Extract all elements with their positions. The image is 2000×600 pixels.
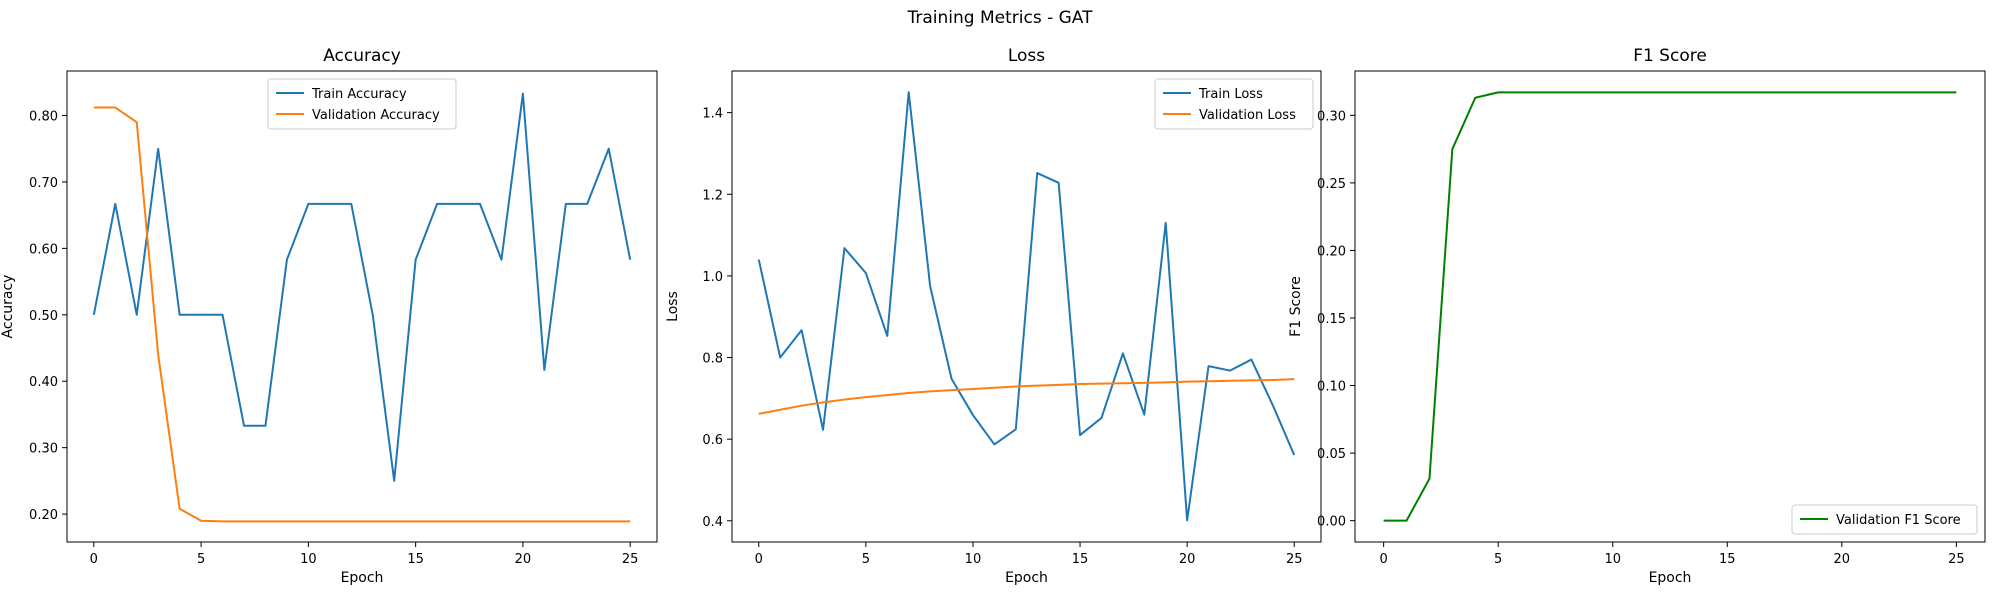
y-tick-label: 1.2	[702, 188, 723, 203]
legend-box	[1791, 504, 1978, 535]
y-tick-label: 0.20	[1317, 244, 1346, 259]
x-tick-label: 10	[1604, 552, 1621, 567]
validation-accuracy-line	[93, 106, 631, 523]
y-tick-label: 0.15	[1317, 312, 1346, 327]
legend: Validation F1 Score	[1791, 504, 1978, 535]
x-tick-label: 10	[965, 552, 982, 567]
plot-frame	[66, 70, 658, 543]
legend: Train Loss Validation Loss	[1154, 78, 1314, 130]
subplot-1: Accuracy 0 5 10 15 20 25 0.20 0.30 0.40 0.50 0.60 0.…	[0, 46, 658, 586]
y-tick-label: 0.05	[1317, 447, 1346, 462]
legend: Train Accuracy Validation Accuracy	[267, 78, 457, 130]
y-tick-label: 0.10	[1317, 380, 1346, 395]
x-axis-label: Epoch	[341, 570, 384, 586]
y-tick-label: 0.25	[1317, 177, 1346, 192]
x-tick-label: 20	[1179, 552, 1196, 567]
y-tick-label: 0.70	[29, 176, 58, 191]
y-tick-label: 0.4	[702, 515, 723, 530]
y-tick-label: 0.20	[29, 508, 58, 523]
legend-label: Validation F1 Score	[1836, 513, 1961, 528]
subplot-title: F1 Score	[1633, 46, 1707, 66]
x-tick-label: 15	[407, 552, 424, 567]
y-tick-label: 0.8	[702, 352, 723, 367]
legend-label: Train Loss	[1198, 87, 1263, 102]
subplot-title: Accuracy	[323, 46, 401, 66]
x-tick-label: 15	[1072, 552, 1089, 567]
x-tick-label: 5	[1494, 552, 1502, 567]
y-tick-label: 0.00	[1317, 515, 1346, 530]
train-accuracy-line	[92, 92, 632, 482]
y-tick-label: 0.40	[29, 375, 58, 390]
x-tick-label: 0	[755, 552, 763, 567]
y-tick-label: 0.30	[29, 442, 58, 457]
x-tick-label: 10	[300, 552, 317, 567]
x-tick-label: 25	[622, 552, 639, 567]
y-axis-label: Accuracy	[0, 275, 16, 339]
x-axis-label: Epoch	[1649, 570, 1692, 586]
legend-label: Validation Accuracy	[312, 108, 440, 123]
y-axis-label: F1 Score	[1288, 276, 1304, 337]
subplot-title: Loss	[1008, 46, 1045, 66]
x-tick-label: 5	[197, 552, 205, 567]
x-tick-label: 0	[1379, 552, 1387, 567]
x-tick-label: 25	[1286, 552, 1303, 567]
legend-box	[267, 78, 457, 130]
y-tick-label: 1.4	[702, 107, 723, 122]
train-loss-line	[757, 91, 1296, 522]
legend-label: Validation Loss	[1199, 108, 1296, 123]
y-tick-label: 0.30	[1317, 109, 1346, 124]
x-tick-label: 25	[1948, 552, 1965, 567]
y-tick-label: 1.0	[702, 270, 723, 285]
validation-f1-score-line	[1383, 91, 1957, 522]
x-tick-label: 20	[1834, 552, 1851, 567]
y-tick-label: 0.50	[29, 309, 58, 324]
figure-title: Training Metrics - GAT	[907, 8, 1093, 28]
subplot-2: Loss 0 5 10 15 20 25 0.4 0.6 0.8 1.0 1.2 1.4 Epoch Los…	[665, 46, 1322, 586]
x-tick-label: 15	[1719, 552, 1736, 567]
subplot-3: F1 Score 0 5 10 15 20 25 0.00 0.05 0.10 0.15 0.20 0.…	[1288, 46, 1986, 586]
x-axis-label: Epoch	[1005, 570, 1048, 586]
x-tick-label: 5	[862, 552, 870, 567]
plot-frame	[731, 70, 1322, 543]
legend-label: Train Accuracy	[311, 87, 407, 102]
x-tick-label: 20	[515, 552, 532, 567]
y-axis-label: Loss	[665, 291, 681, 322]
legend-box	[1154, 78, 1314, 130]
y-tick-label: 0.60	[29, 242, 58, 257]
y-tick-label: 0.80	[29, 110, 58, 125]
plot-frame	[1354, 70, 1986, 543]
x-tick-label: 0	[90, 552, 98, 567]
validation-loss-line	[758, 378, 1295, 415]
y-tick-label: 0.6	[702, 433, 723, 448]
